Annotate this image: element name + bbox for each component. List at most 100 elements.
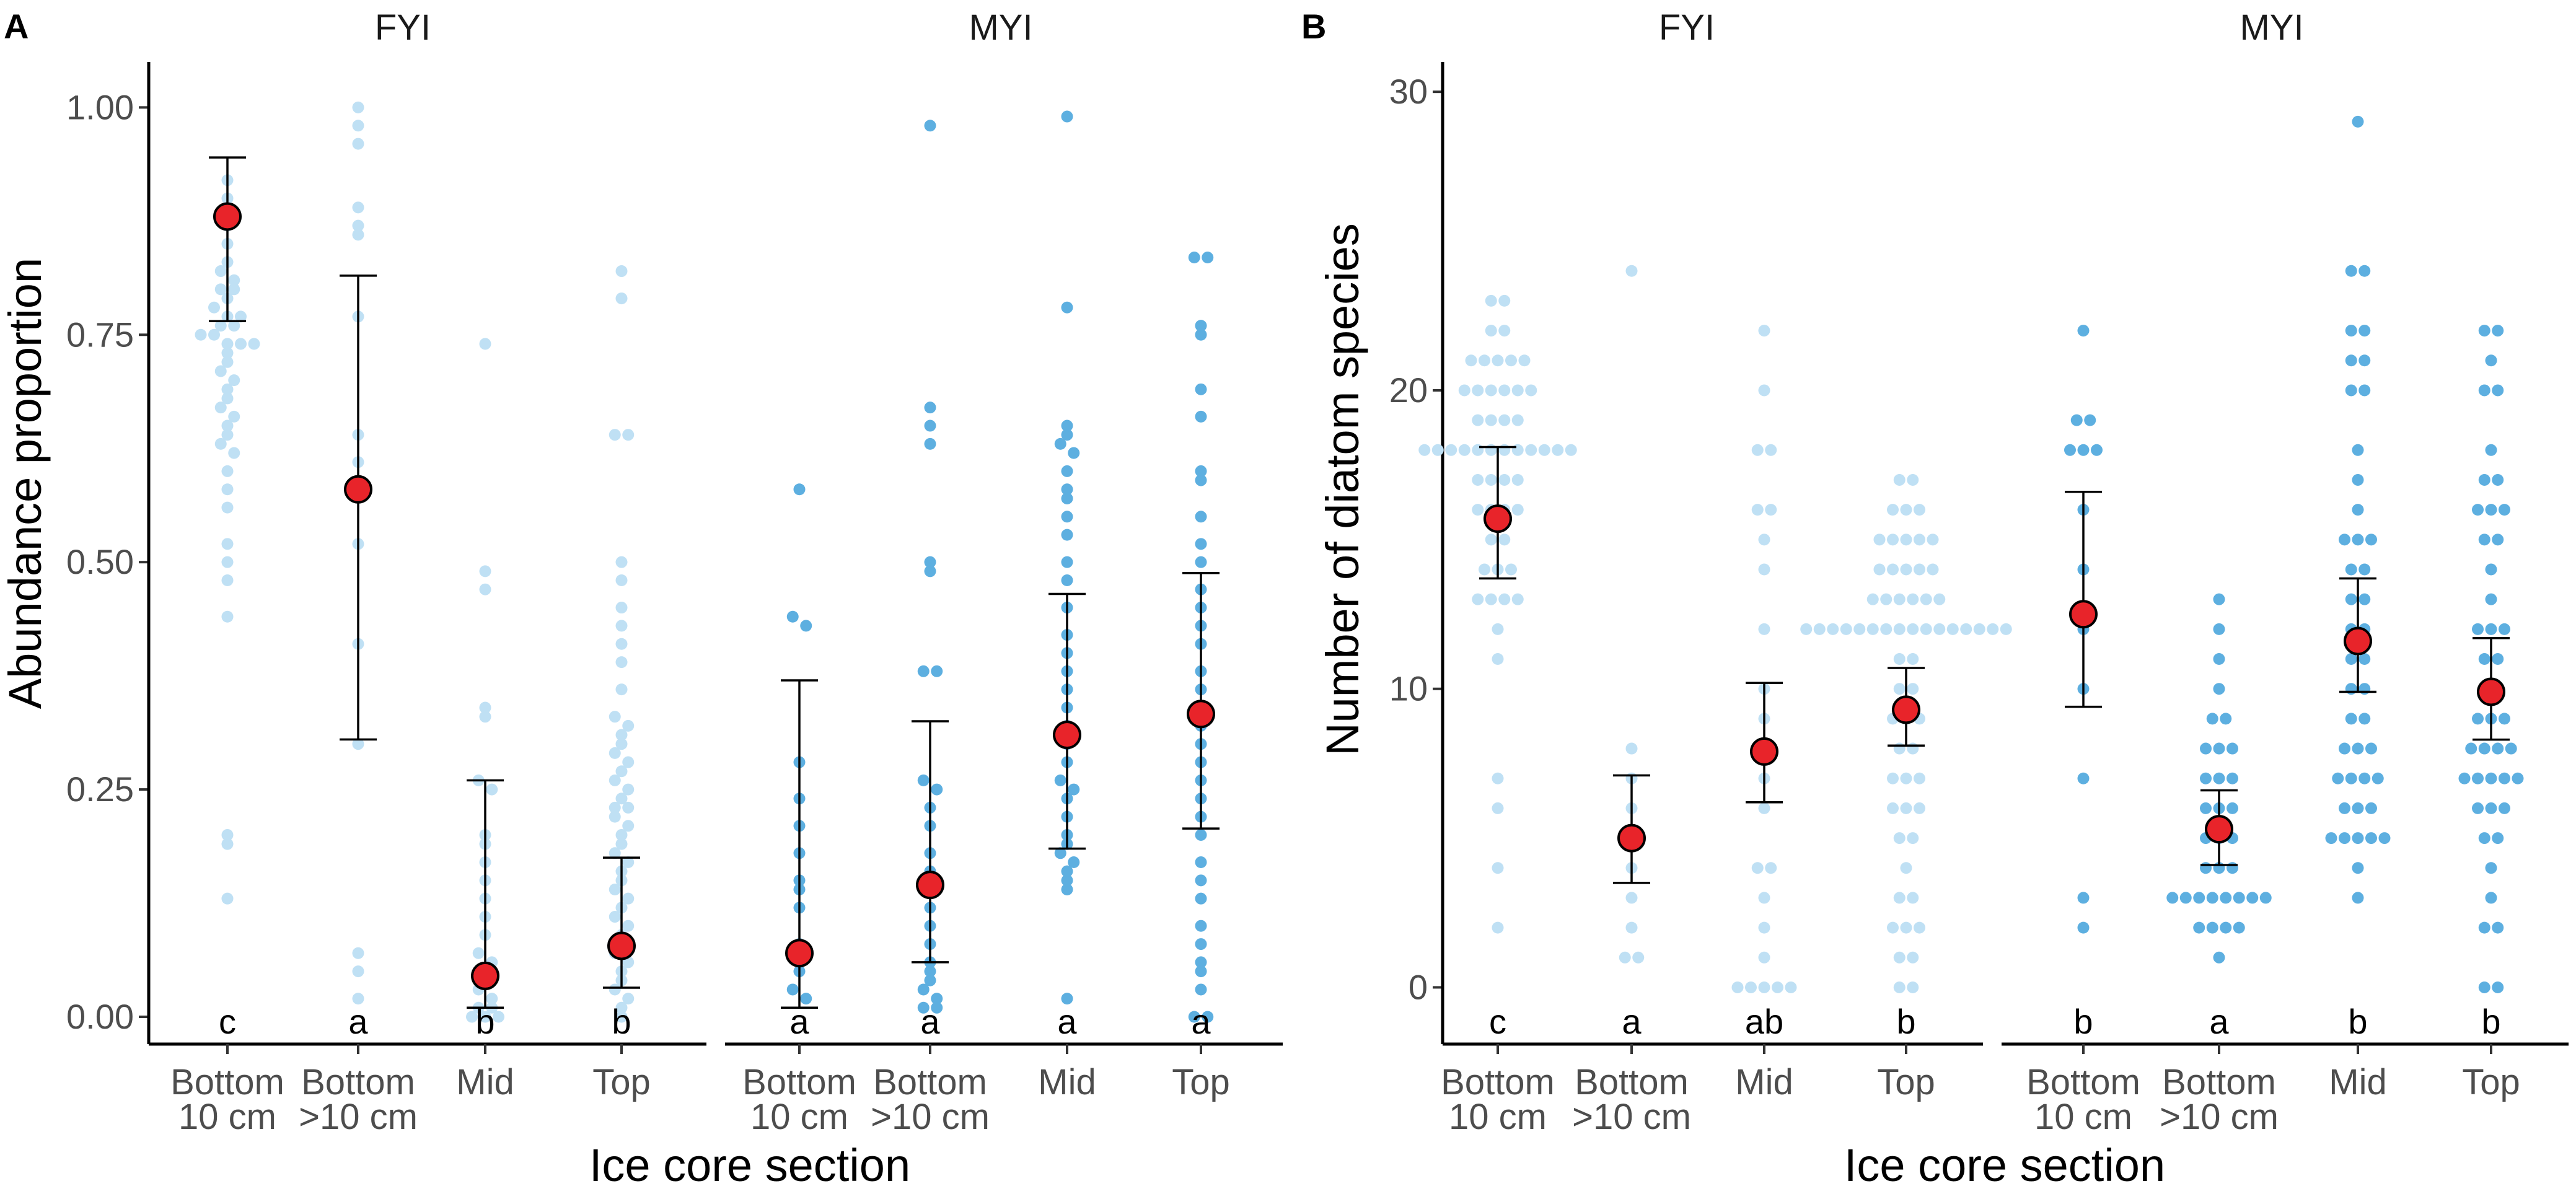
- data-point: [2365, 802, 2377, 814]
- x-tick-label: 10 cm: [178, 1097, 276, 1137]
- data-point: [2352, 862, 2364, 874]
- data-point: [931, 783, 943, 796]
- data-point: [2077, 444, 2090, 456]
- data-point: [1840, 623, 1852, 635]
- data-point: [1927, 534, 1939, 546]
- data-point: [1498, 444, 1511, 456]
- data-point: [2478, 921, 2490, 934]
- data-point: [1061, 483, 1073, 496]
- data-point: [1472, 414, 1484, 426]
- data-point: [221, 574, 234, 587]
- data-point: [1800, 623, 1813, 635]
- data-point: [2499, 772, 2510, 784]
- significance-letter: a: [348, 1002, 368, 1041]
- mean-point: [2344, 626, 2372, 656]
- data-point: [1907, 593, 1919, 605]
- y-tick-label: 0: [1409, 967, 1428, 1006]
- data-point: [1195, 320, 1207, 332]
- data-point: [1900, 772, 1912, 784]
- data-point: [609, 747, 621, 759]
- data-point: [2000, 623, 2012, 635]
- data-point: [2352, 473, 2364, 486]
- mean-point: [471, 961, 499, 990]
- data-point: [1900, 563, 1912, 576]
- panel-b: B FYI MYI Number of diatom species 0 10 20…: [1301, 7, 2569, 1191]
- data-point: [352, 947, 364, 959]
- y-tick-label: 0.75: [66, 315, 134, 354]
- panel-a: A FYI MYI Abundance proportion 0.000.250…: [0, 7, 1283, 1191]
- data-point: [1061, 429, 1073, 441]
- significance-letter: b: [612, 1002, 631, 1041]
- panel-a-y-axis: 0.00 0.25 0.50 0.75 1.00: [66, 87, 149, 1036]
- data-point: [2365, 832, 2377, 845]
- significance-letter: a: [1622, 1002, 1642, 1041]
- data-point: [1973, 623, 1985, 635]
- data-point: [1565, 444, 1577, 456]
- data-point: [479, 583, 491, 595]
- data-point: [195, 328, 207, 341]
- x-tick-label: Bottom: [2026, 1062, 2140, 1102]
- data-point: [2478, 325, 2490, 337]
- data-point: [1893, 742, 1906, 755]
- data-point: [924, 437, 936, 450]
- data-point: [1061, 529, 1073, 541]
- data-point: [2358, 354, 2371, 367]
- data-point: [1887, 802, 1899, 814]
- data-point: [1920, 593, 1932, 605]
- data-point: [2472, 772, 2484, 784]
- data-point: [924, 402, 936, 414]
- data-point: [1900, 504, 1912, 516]
- data-point: [622, 429, 635, 441]
- data-point: [1914, 534, 1925, 546]
- x-tick-label: Mid: [1038, 1062, 1096, 1102]
- data-point: [2064, 444, 2076, 456]
- data-point: [2352, 444, 2364, 456]
- data-point: [1758, 802, 1770, 814]
- data-point: [1195, 983, 1207, 996]
- data-point: [2246, 892, 2259, 904]
- data-point: [2478, 742, 2490, 755]
- data-point: [1887, 504, 1899, 516]
- data-point: [1061, 419, 1073, 432]
- x-tick-label: Top: [2462, 1062, 2520, 1102]
- data-point: [1195, 920, 1207, 932]
- data-point: [1195, 538, 1207, 550]
- data-point: [2472, 623, 2484, 635]
- data-point: [622, 801, 635, 814]
- data-point: [2345, 653, 2357, 665]
- data-point: [2492, 534, 2504, 546]
- x-tick-label: 10 cm: [1449, 1097, 1547, 1137]
- x-tick-label: Mid: [456, 1062, 514, 1102]
- data-point: [2227, 742, 2238, 755]
- significance-letter: a: [1057, 1002, 1077, 1041]
- data-point: [1492, 772, 1504, 784]
- data-point: [2077, 921, 2090, 934]
- data-point: [609, 884, 621, 896]
- data-point: [1880, 593, 1892, 605]
- panel-a-x-axis-title: Ice core section: [589, 1140, 910, 1191]
- data-point: [800, 993, 812, 1005]
- data-point: [1061, 556, 1073, 568]
- data-point: [1987, 623, 1999, 635]
- data-point: [1195, 965, 1207, 978]
- mean-point: [1892, 695, 1920, 724]
- data-point: [2499, 623, 2510, 635]
- data-point: [2213, 593, 2225, 605]
- data-point: [2233, 892, 2245, 904]
- data-point: [1485, 384, 1497, 397]
- data-point: [1765, 504, 1777, 516]
- data-point: [1195, 410, 1207, 423]
- data-point: [1907, 892, 1919, 904]
- data-point: [622, 856, 635, 868]
- data-point: [2472, 504, 2484, 516]
- data-point: [2485, 862, 2497, 874]
- data-point: [479, 338, 491, 350]
- x-tick-label: >10 cm: [299, 1097, 418, 1137]
- x-tick-label: 10 cm: [2034, 1097, 2132, 1137]
- data-point: [221, 538, 234, 550]
- data-point: [214, 283, 227, 296]
- data-point: [1505, 563, 1517, 576]
- data-point: [1518, 354, 1531, 367]
- data-point: [1195, 956, 1207, 968]
